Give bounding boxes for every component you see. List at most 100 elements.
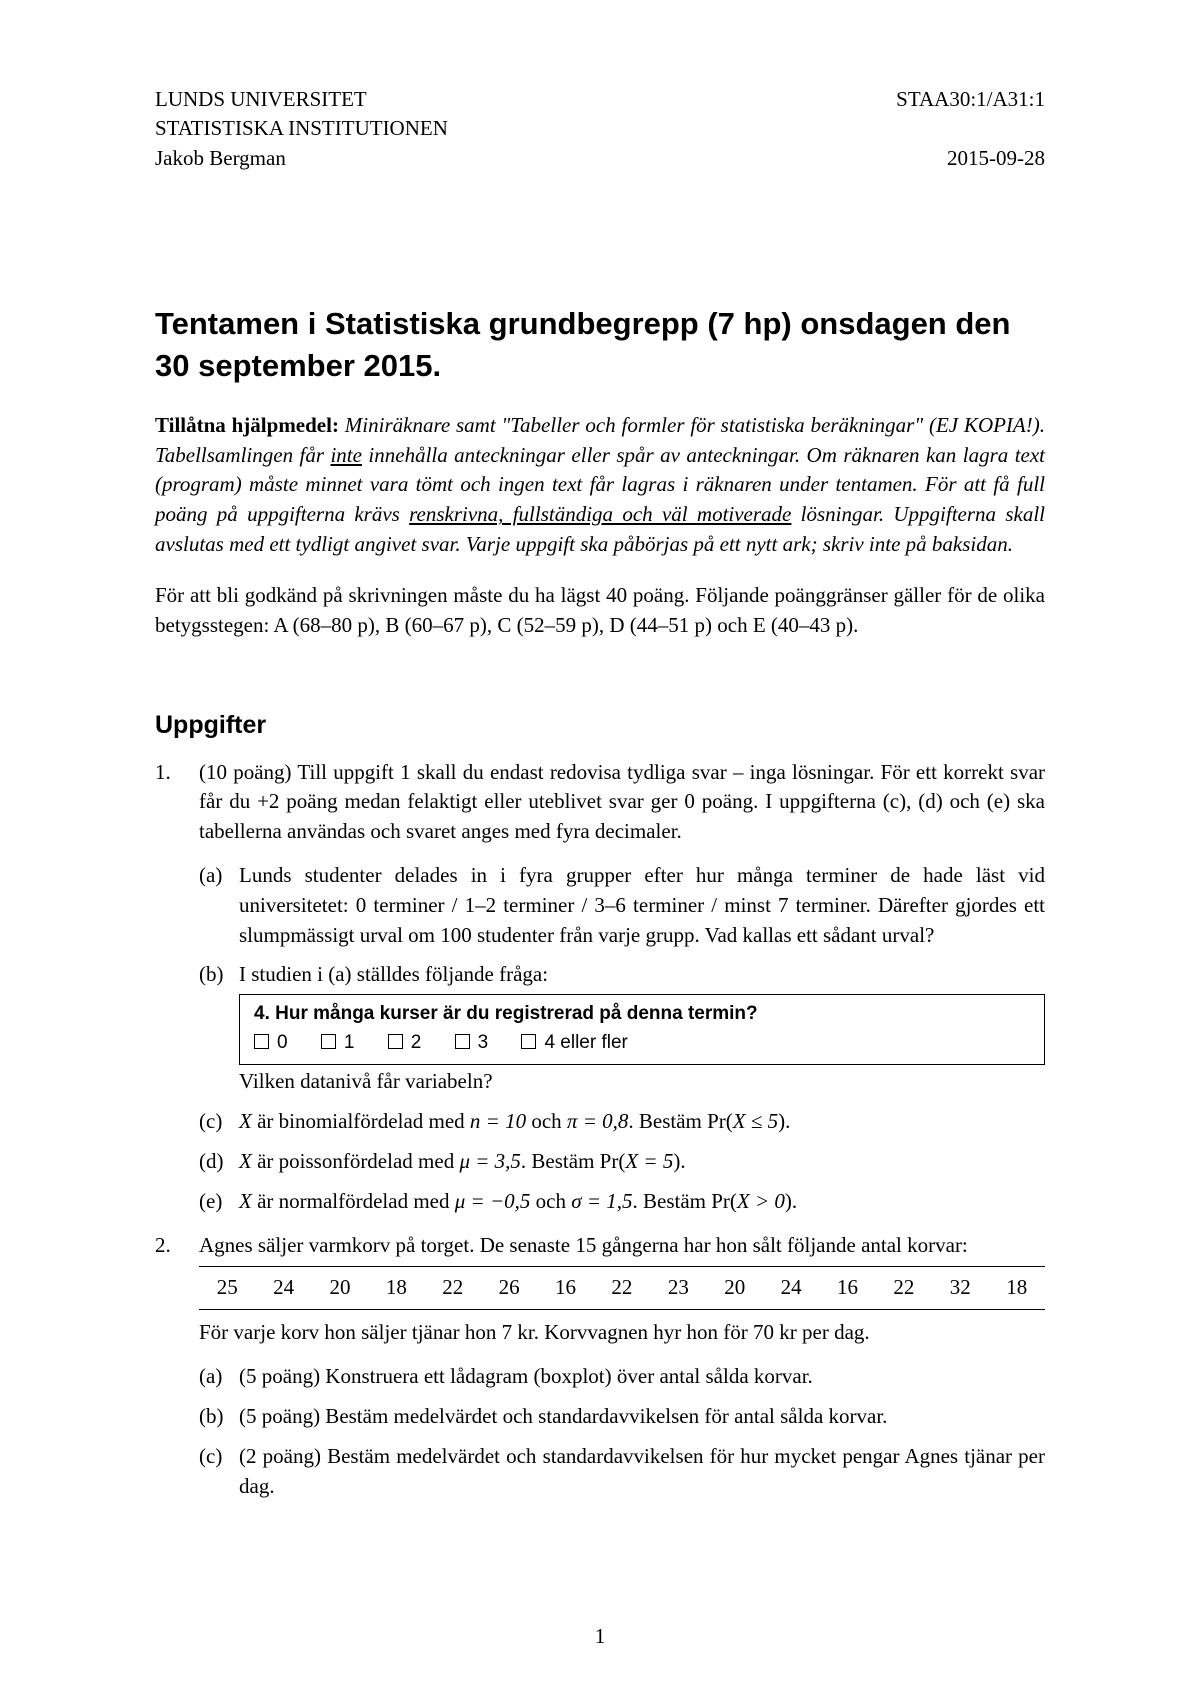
q1e-var: X xyxy=(239,1189,252,1213)
survey-question-box: 4. Hur många kurser är du registrerad på… xyxy=(239,994,1045,1065)
q1e: (e) X är normalfördelad med μ = −0,5 och… xyxy=(199,1187,1045,1217)
question-2: 2. Agnes säljer varmkorv på torget. De s… xyxy=(155,1231,1045,1502)
page-number: 1 xyxy=(0,1624,1200,1649)
survey-option-3: 3 xyxy=(455,1030,489,1057)
section-heading: Uppgifter xyxy=(155,711,1045,740)
data-cell: 22 xyxy=(876,1267,932,1310)
allowed-aids-paragraph: Tillåtna hjälpmedel: Miniräknare samt "T… xyxy=(155,411,1045,560)
q1c-pi: π = 0,8 xyxy=(567,1109,628,1133)
q1d-t1: är poissonfördelad med xyxy=(252,1149,460,1173)
table-row: 25 24 20 18 22 26 16 22 23 20 24 16 22 3… xyxy=(199,1267,1045,1310)
q2c-letter: (c) xyxy=(199,1442,222,1472)
data-cell: 22 xyxy=(425,1267,481,1310)
q1c-letter: (c) xyxy=(199,1107,222,1137)
survey-question-title: 4. Hur många kurser är du registrerad på… xyxy=(254,1001,1030,1028)
q2-number: 2. xyxy=(155,1231,171,1261)
q1d-var: X xyxy=(239,1149,252,1173)
q2c-text: (2 poäng) Bestäm medelvärdet och standar… xyxy=(239,1444,1045,1498)
data-cell: 20 xyxy=(312,1267,368,1310)
survey-options: 0 1 2 3 4 eller fler xyxy=(254,1030,1030,1057)
q2-after: För varje korv hon säljer tjänar hon 7 k… xyxy=(199,1320,870,1344)
q1d-t2: . Bestäm Pr( xyxy=(521,1149,625,1173)
q1e-t1: är normalfördelad med xyxy=(252,1189,455,1213)
q1e-t3: . Bestäm Pr( xyxy=(633,1189,737,1213)
q2b: (b) (5 poäng) Bestäm medelvärdet och sta… xyxy=(199,1402,1045,1432)
q1c-t3: . Bestäm Pr( xyxy=(628,1109,732,1133)
survey-option-4: 4 eller fler xyxy=(521,1030,627,1057)
data-cell: 20 xyxy=(707,1267,763,1310)
data-cell: 24 xyxy=(763,1267,819,1310)
q1d-letter: (d) xyxy=(199,1147,224,1177)
q1c-t4: ). xyxy=(778,1109,790,1133)
q1d-cond: X = 5 xyxy=(625,1149,673,1173)
header-left: LUNDS UNIVERSITET STATISTISKA INSTITUTIO… xyxy=(155,85,448,173)
survey-option-0: 0 xyxy=(254,1030,288,1057)
q1-lead-ital: Till uppgift 1 skall du endast redovisa … xyxy=(297,760,869,784)
data-cell: 32 xyxy=(932,1267,988,1310)
q1c-t2: och xyxy=(526,1109,567,1133)
checkbox-icon xyxy=(388,1034,403,1049)
q1c-n: n = 10 xyxy=(470,1109,526,1133)
q1d: (d) X är poissonfördelad med μ = 3,5. Be… xyxy=(199,1147,1045,1177)
q1c-var: X xyxy=(239,1109,252,1133)
q2b-letter: (b) xyxy=(199,1402,224,1432)
page-title: Tentamen i Statistiska grundbegrepp (7 h… xyxy=(155,303,1045,387)
q1-points: (10 poäng) xyxy=(199,760,297,784)
aids-underline-2: renskrivna, fullständiga och väl motiver… xyxy=(409,502,791,526)
q1a-text: Lunds studenter delades in i fyra gruppe… xyxy=(239,863,1045,947)
department-name: STATISTISKA INSTITUTIONEN xyxy=(155,114,448,143)
q2a: (a) (5 poäng) Konstruera ett lådagram (b… xyxy=(199,1362,1045,1392)
q1c: (c) X är binomialfördelad med n = 10 och… xyxy=(199,1107,1045,1137)
data-cell: 18 xyxy=(988,1267,1045,1310)
q2-intro: Agnes säljer varmkorv på torget. De sena… xyxy=(199,1233,968,1257)
aids-label: Tillåtna hjälpmedel: xyxy=(155,413,339,437)
grading-paragraph: För att bli godkänd på skrivningen måste… xyxy=(155,581,1045,641)
question-list: 1. (10 poäng) Till uppgift 1 skall du en… xyxy=(155,758,1045,1502)
q2-subparts: (a) (5 poäng) Konstruera ett lådagram (b… xyxy=(199,1362,1045,1501)
q1e-t4: ). xyxy=(785,1189,797,1213)
q1-subparts: (a) Lunds studenter delades in i fyra gr… xyxy=(199,861,1045,1217)
q2a-letter: (a) xyxy=(199,1362,222,1392)
data-cell: 16 xyxy=(819,1267,875,1310)
sausage-data-table: 25 24 20 18 22 26 16 22 23 20 24 16 22 3… xyxy=(199,1266,1045,1310)
q1-lead-rest-2: . xyxy=(677,819,682,843)
q1c-t1: är binomialfördelad med xyxy=(252,1109,470,1133)
header-right: STAA30:1/A31:1 2015-09-28 xyxy=(896,85,1045,173)
checkbox-icon xyxy=(254,1034,269,1049)
q1d-mu: μ = 3,5 xyxy=(459,1149,520,1173)
checkbox-icon xyxy=(521,1034,536,1049)
aids-underline-1: inte xyxy=(330,443,362,467)
author-name: Jakob Bergman xyxy=(155,144,448,173)
q1e-letter: (e) xyxy=(199,1187,222,1217)
q1b-letter: (b) xyxy=(199,960,224,990)
q2b-text: (5 poäng) Bestäm medelvärdet och standar… xyxy=(239,1404,887,1428)
university-name: LUNDS UNIVERSITET xyxy=(155,85,448,114)
q1e-sigma: σ = 1,5 xyxy=(571,1189,632,1213)
checkbox-icon xyxy=(455,1034,470,1049)
q1a: (a) Lunds studenter delades in i fyra gr… xyxy=(199,861,1045,950)
data-cell: 24 xyxy=(255,1267,311,1310)
data-cell: 18 xyxy=(368,1267,424,1310)
course-code: STAA30:1/A31:1 xyxy=(896,85,1045,114)
data-cell: 23 xyxy=(650,1267,706,1310)
data-cell: 25 xyxy=(199,1267,255,1310)
checkbox-icon xyxy=(321,1034,336,1049)
exam-page: LUNDS UNIVERSITET STATISTISKA INSTITUTIO… xyxy=(0,0,1200,1697)
data-cell: 22 xyxy=(594,1267,650,1310)
exam-date: 2015-09-28 xyxy=(896,144,1045,173)
q1e-mu: μ = −0,5 xyxy=(455,1189,531,1213)
q1e-t2: och xyxy=(530,1189,571,1213)
data-cell: 16 xyxy=(537,1267,593,1310)
page-header: LUNDS UNIVERSITET STATISTISKA INSTITUTIO… xyxy=(155,85,1045,173)
q1c-cond: X ≤ 5 xyxy=(733,1109,778,1133)
q1b-after: Vilken datanivå får variabeln? xyxy=(239,1069,493,1093)
q1b-intro: I studien i (a) ställdes följande fråga: xyxy=(239,962,548,986)
q1d-t3: ). xyxy=(673,1149,685,1173)
q1b: (b) I studien i (a) ställdes följande fr… xyxy=(199,960,1045,1097)
data-cell: 26 xyxy=(481,1267,537,1310)
q2a-text: (5 poäng) Konstruera ett lådagram (boxpl… xyxy=(239,1364,813,1388)
q1e-cond: X > 0 xyxy=(737,1189,785,1213)
q1-lead-ital2: fyra decimaler xyxy=(556,819,677,843)
q1-number: 1. xyxy=(155,758,171,788)
q1a-letter: (a) xyxy=(199,861,222,891)
